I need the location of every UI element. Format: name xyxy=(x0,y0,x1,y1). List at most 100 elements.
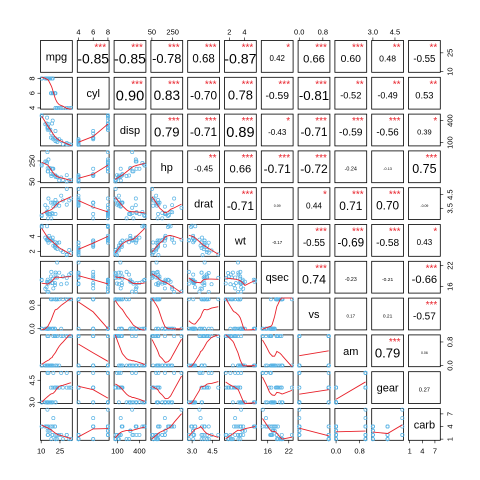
panel-disp-cyl xyxy=(76,113,110,147)
data-point xyxy=(130,407,135,412)
data-point xyxy=(64,385,69,390)
panel-mpg-qsec: 0.42* xyxy=(260,40,294,73)
data-point xyxy=(191,272,196,277)
data-point xyxy=(154,193,159,198)
data-point xyxy=(275,424,280,429)
correlation-value: 0.44 xyxy=(306,201,322,210)
data-point xyxy=(59,334,64,339)
significance-stars: ** xyxy=(209,153,217,164)
data-point xyxy=(49,274,53,279)
smooth-line xyxy=(335,381,366,400)
data-point xyxy=(155,238,160,243)
data-point xyxy=(124,297,129,302)
data-point xyxy=(53,129,58,133)
panel-frame xyxy=(260,334,294,368)
data-point xyxy=(151,203,156,208)
data-point xyxy=(155,269,160,274)
tick-label-left-hp: 50 xyxy=(28,178,37,186)
panel-frame xyxy=(76,113,110,147)
panel-disp-gear: -0.56*** xyxy=(371,113,404,147)
data-point xyxy=(124,216,129,221)
data-point xyxy=(268,432,273,437)
data-point xyxy=(233,281,238,286)
data-point xyxy=(39,162,44,167)
panel-frame xyxy=(334,76,368,110)
panel-cyl-disp: 0.90*** xyxy=(113,76,147,110)
data-point xyxy=(264,416,268,421)
data-point xyxy=(55,363,60,368)
data-point xyxy=(154,248,159,253)
tick-label-left-cyl: 8 xyxy=(28,76,37,80)
panel-frame xyxy=(297,408,331,441)
panel-cyl-qsec: -0.59*** xyxy=(260,76,294,110)
panel-carb-drat xyxy=(186,407,221,442)
data-point xyxy=(76,245,81,250)
data-point xyxy=(200,432,205,437)
data-point xyxy=(156,243,160,248)
significance-stars: *** xyxy=(242,190,254,201)
panel-frame xyxy=(150,150,184,184)
data-point xyxy=(43,363,48,368)
data-point xyxy=(130,432,135,437)
smooth-line xyxy=(114,228,146,254)
panel-frame xyxy=(260,76,294,110)
significance-stars: * xyxy=(433,227,437,238)
data-point xyxy=(53,173,58,178)
panel-frame xyxy=(297,187,331,220)
panel-frame xyxy=(371,150,404,184)
data-point xyxy=(236,363,240,368)
panel-vs-qsec xyxy=(260,297,294,331)
significance-stars: ** xyxy=(356,79,364,90)
tick-label-top-vs: 0.0 xyxy=(294,28,304,37)
data-point xyxy=(216,334,221,339)
data-point xyxy=(59,326,64,331)
data-point xyxy=(39,114,44,119)
tick-label-right-carb: 7 xyxy=(445,412,454,416)
data-point xyxy=(154,270,159,275)
tick-label-top-hp: 50 xyxy=(148,28,156,37)
data-point xyxy=(64,179,69,184)
data-point xyxy=(133,235,138,240)
smooth-line xyxy=(78,275,109,285)
smooth-line xyxy=(151,196,182,214)
data-point xyxy=(115,173,119,178)
significance-stars: *** xyxy=(352,116,364,127)
data-point xyxy=(118,286,123,291)
data-point xyxy=(64,186,69,191)
correlation-value: 0.79 xyxy=(154,125,179,140)
panel-mpg-hp: -0.78*** xyxy=(150,40,184,73)
data-point xyxy=(39,424,44,429)
data-point xyxy=(113,196,118,201)
data-point xyxy=(91,243,96,248)
significance-stars: ** xyxy=(393,79,401,90)
panel-mpg-disp: -0.85*** xyxy=(113,40,147,73)
data-point xyxy=(228,437,233,442)
data-point xyxy=(105,428,110,433)
panel-frame xyxy=(334,40,368,73)
panel-vs-wt xyxy=(223,297,258,331)
data-point xyxy=(279,400,284,405)
data-point xyxy=(76,243,81,248)
correlation-value: 0.43 xyxy=(417,238,433,247)
panel-frame xyxy=(113,224,147,257)
data-point xyxy=(57,105,62,110)
data-point xyxy=(216,252,221,257)
data-point xyxy=(142,163,147,168)
data-point xyxy=(91,416,96,421)
panel-hp-disp xyxy=(113,150,147,184)
data-point xyxy=(141,213,146,218)
data-point xyxy=(200,400,204,405)
significance-stars: *** xyxy=(352,190,364,201)
panel-drat-qsec: 0.09 xyxy=(260,187,294,220)
data-point xyxy=(55,240,60,245)
panel-frame xyxy=(260,150,294,184)
data-point xyxy=(233,385,238,390)
data-point xyxy=(151,196,156,201)
data-point xyxy=(155,216,160,221)
data-point xyxy=(105,326,110,331)
panel-frame xyxy=(371,113,404,147)
data-point xyxy=(198,243,203,248)
data-point xyxy=(57,363,62,368)
data-point xyxy=(115,370,119,375)
panel-drat-mpg xyxy=(39,186,74,221)
